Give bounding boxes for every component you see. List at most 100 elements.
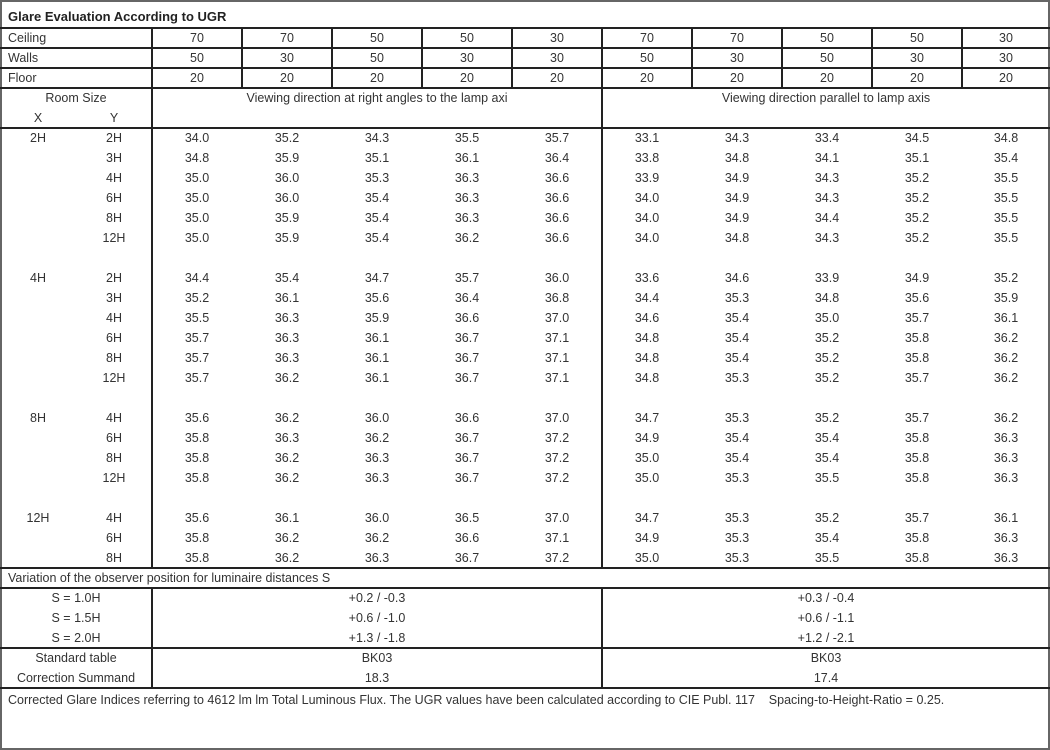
ugr-value: 36.6 xyxy=(544,211,570,225)
ugr-value: 36.2 xyxy=(274,551,300,565)
room-x: 2H xyxy=(30,131,46,145)
direction-right-header: Viewing direction at right angles to the… xyxy=(246,91,508,105)
param-value: 20 xyxy=(370,71,384,85)
ugr-value: 35.8 xyxy=(184,471,210,485)
variation-right: +0.2 / -0.3 xyxy=(348,591,406,605)
ugr-value: 37.0 xyxy=(544,311,570,325)
ugr-value: 35.4 xyxy=(724,451,750,465)
ugr-value: 35.4 xyxy=(364,231,390,245)
param-value: 50 xyxy=(820,31,834,45)
ugr-value: 35.4 xyxy=(724,351,750,365)
ugr-value: 36.1 xyxy=(364,331,390,345)
ugr-value: 36.2 xyxy=(274,451,300,465)
ugr-value: 36.3 xyxy=(993,431,1019,445)
ugr-value: 36.7 xyxy=(454,471,480,485)
row-divider xyxy=(0,127,1050,129)
variation-parallel: +1.2 / -2.1 xyxy=(797,631,855,645)
ugr-value: 36.7 xyxy=(454,451,480,465)
ugr-value: 36.7 xyxy=(454,431,480,445)
ugr-value: 36.2 xyxy=(274,411,300,425)
param-value: 20 xyxy=(460,71,474,85)
ugr-value: 36.0 xyxy=(274,171,300,185)
room-y: 6H xyxy=(106,431,122,445)
param-value: 30 xyxy=(550,31,564,45)
room-y: 12H xyxy=(102,371,126,385)
ugr-value: 35.9 xyxy=(274,151,300,165)
ugr-value: 34.8 xyxy=(724,231,750,245)
ugr-value: 35.4 xyxy=(724,331,750,345)
column-divider xyxy=(241,28,243,87)
ugr-value: 35.8 xyxy=(904,351,930,365)
ugr-value: 36.3 xyxy=(993,551,1019,565)
x-label: X xyxy=(33,111,43,125)
ugr-value: 35.8 xyxy=(904,531,930,545)
ugr-value: 35.3 xyxy=(724,371,750,385)
ugr-value: 33.1 xyxy=(634,131,660,145)
room-y: 12H xyxy=(102,231,126,245)
variation-distance: S = 1.5H xyxy=(51,611,101,625)
ugr-value: 35.4 xyxy=(364,191,390,205)
ugr-value: 35.9 xyxy=(364,311,390,325)
ugr-value: 35.5 xyxy=(993,231,1019,245)
room-y: 3H xyxy=(106,151,122,165)
ugr-value: 35.8 xyxy=(904,551,930,565)
ugr-value: 37.1 xyxy=(544,331,570,345)
room-y: 8H xyxy=(106,551,122,565)
ugr-value: 35.8 xyxy=(904,451,930,465)
ugr-value: 36.3 xyxy=(454,191,480,205)
ugr-value: 36.6 xyxy=(544,191,570,205)
param-value: 30 xyxy=(550,51,564,65)
ugr-value: 34.0 xyxy=(634,231,660,245)
row-divider xyxy=(0,647,1050,649)
ugr-value: 36.2 xyxy=(993,331,1019,345)
correction-label: Correction Summand xyxy=(16,671,136,685)
ugr-value: 34.8 xyxy=(634,331,660,345)
room-y: 6H xyxy=(106,331,122,345)
column-divider xyxy=(151,28,153,567)
standard-table-parallel: BK03 xyxy=(810,651,842,665)
param-value: 70 xyxy=(640,31,654,45)
ugr-value: 36.1 xyxy=(364,371,390,385)
param-value: 30 xyxy=(730,51,744,65)
ugr-value: 34.3 xyxy=(814,191,840,205)
ugr-value: 35.0 xyxy=(184,171,210,185)
ugr-value: 35.2 xyxy=(814,411,840,425)
footnote: Corrected Glare Indices referring to 461… xyxy=(8,693,945,707)
ugr-value: 35.7 xyxy=(904,311,930,325)
ugr-value: 34.8 xyxy=(634,351,660,365)
room-y: 8H xyxy=(106,211,122,225)
ugr-value: 36.6 xyxy=(544,231,570,245)
param-value: 30 xyxy=(999,31,1013,45)
room-x: 12H xyxy=(26,511,50,525)
param-label: Ceiling xyxy=(8,31,47,45)
ugr-value: 35.6 xyxy=(184,511,210,525)
ugr-value: 35.4 xyxy=(724,311,750,325)
param-value: 20 xyxy=(999,71,1013,85)
column-divider xyxy=(421,28,423,87)
ugr-value: 36.2 xyxy=(993,411,1019,425)
ugr-value: 35.2 xyxy=(814,511,840,525)
ugr-value: 35.5 xyxy=(993,191,1019,205)
variation-label: Variation of the observer position for l… xyxy=(8,571,331,585)
ugr-value: 35.4 xyxy=(814,531,840,545)
ugr-value: 36.7 xyxy=(454,551,480,565)
ugr-value: 34.9 xyxy=(904,271,930,285)
ugr-value: 35.7 xyxy=(184,331,210,345)
row-divider xyxy=(0,27,1050,29)
ugr-value: 36.1 xyxy=(274,291,300,305)
ugr-value: 35.4 xyxy=(364,211,390,225)
room-y: 3H xyxy=(106,291,122,305)
ugr-value: 36.0 xyxy=(364,411,390,425)
ugr-value: 35.7 xyxy=(904,511,930,525)
ugr-value: 37.2 xyxy=(544,451,570,465)
ugr-value: 35.1 xyxy=(904,151,930,165)
ugr-value: 36.3 xyxy=(364,551,390,565)
ugr-value: 34.6 xyxy=(634,311,660,325)
ugr-value: 36.3 xyxy=(454,211,480,225)
ugr-value: 35.2 xyxy=(904,171,930,185)
param-value: 70 xyxy=(280,31,294,45)
ugr-value: 35.8 xyxy=(904,471,930,485)
ugr-value: 35.3 xyxy=(724,551,750,565)
ugr-value: 34.4 xyxy=(634,291,660,305)
